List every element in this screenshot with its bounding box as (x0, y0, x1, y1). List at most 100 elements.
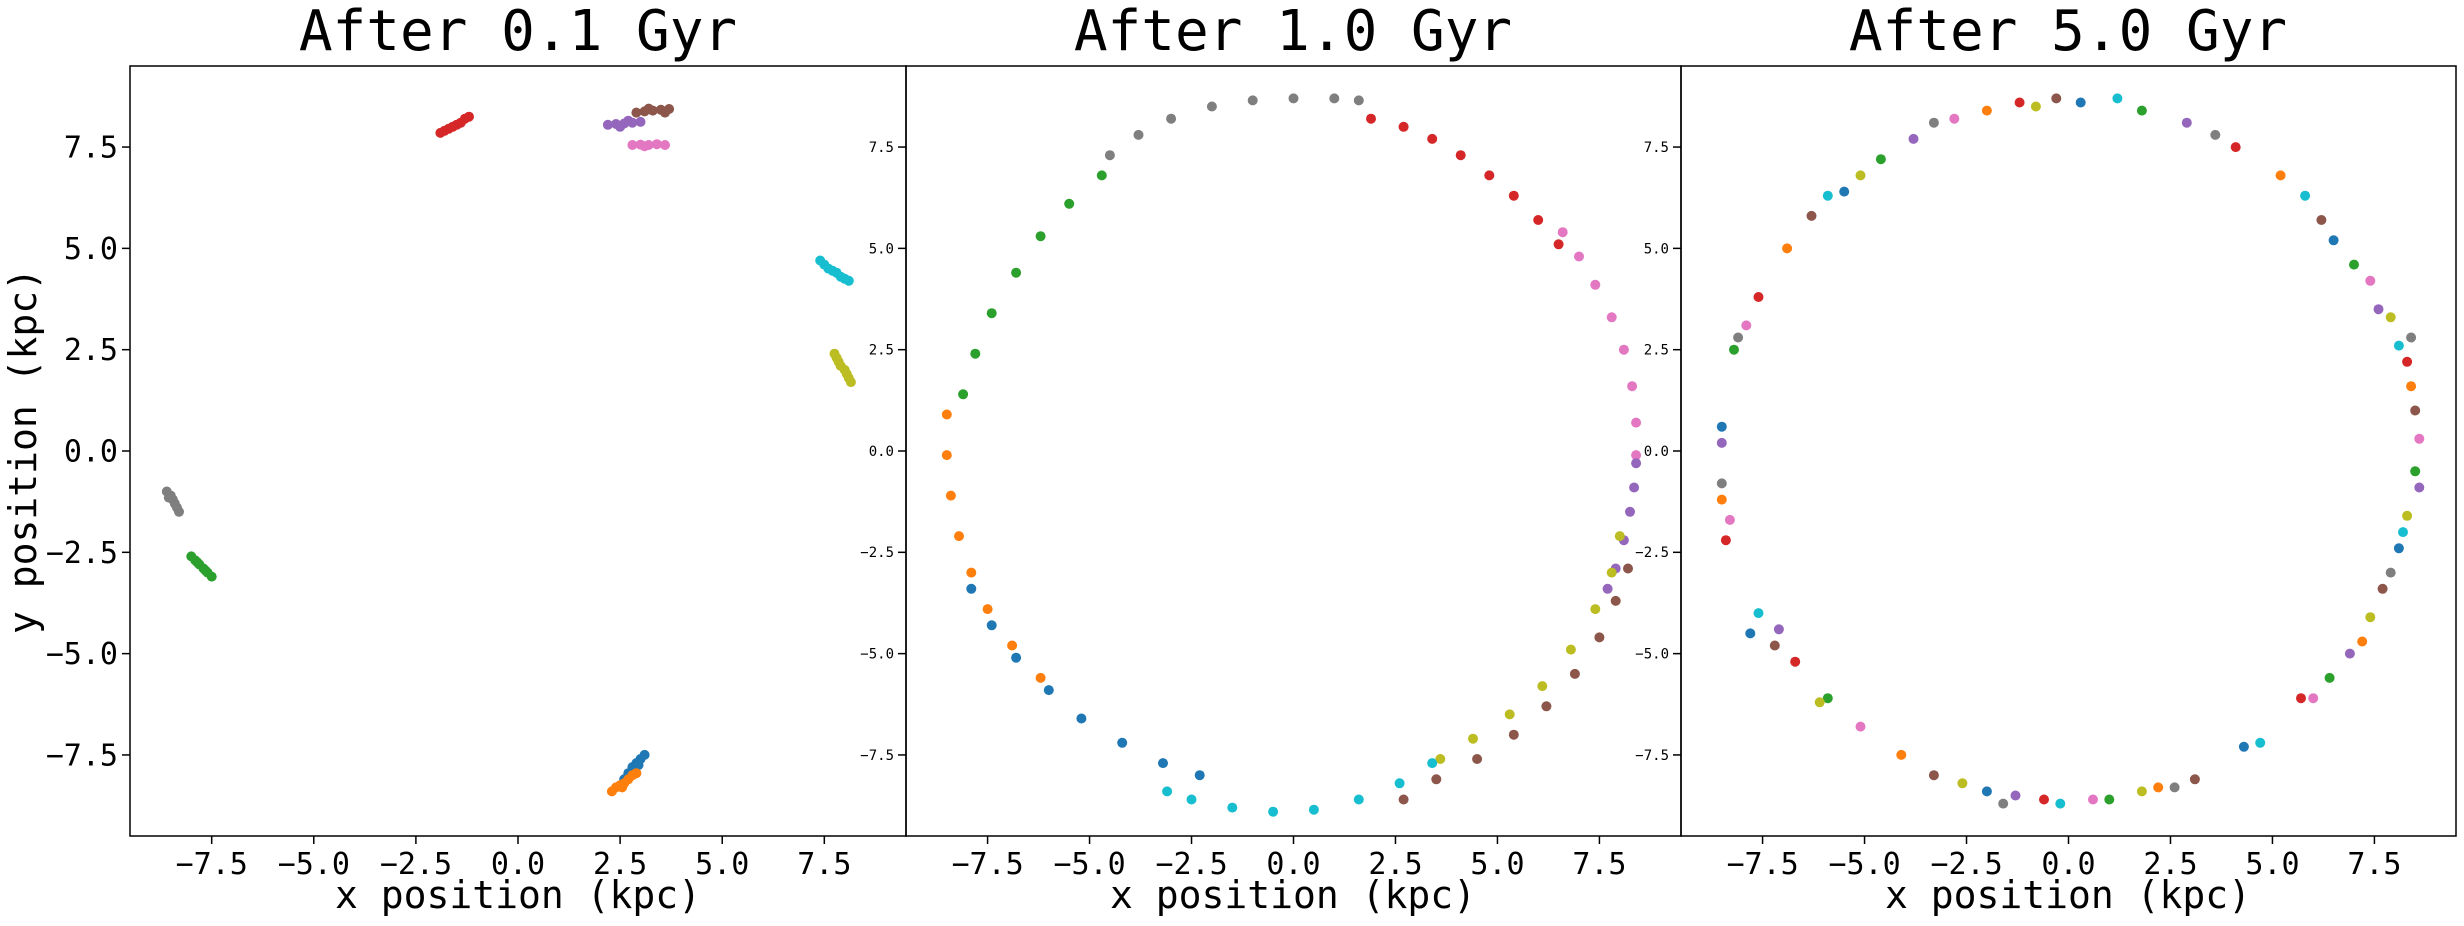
data-point (1043, 685, 1054, 696)
data-point (2210, 129, 2221, 140)
data-point (1716, 421, 1727, 432)
data-point (1614, 531, 1625, 542)
data-point (1508, 729, 1519, 740)
data-point (631, 768, 642, 779)
data-point (660, 107, 670, 118)
data-point (2324, 672, 2335, 683)
y-tick-label: 5.0 (869, 241, 894, 257)
data-point (1096, 170, 1107, 181)
data-point (200, 565, 211, 576)
x-tick-label: 2.5 (1368, 847, 1422, 882)
data-point (2414, 433, 2425, 444)
data-point (2136, 105, 2147, 116)
data-point (2393, 340, 2404, 351)
data-point (2402, 356, 2413, 367)
data-point (1186, 794, 1197, 805)
data-point (1308, 804, 1319, 815)
data-point (2406, 381, 2417, 392)
data-point (1806, 210, 1817, 221)
data-point (2344, 648, 2355, 659)
panel-2-y-ticks: −7.5 −5.0 −2.5 0.0 2.5 5.0 7.5 (860, 140, 906, 764)
data-point (1366, 113, 1376, 124)
y-tick-label: 0.0 (1644, 444, 1669, 460)
y-tick-label: 2.5 (869, 343, 894, 359)
panel-2-points (941, 93, 1642, 817)
x-tick-label: −5.0 (1828, 847, 1900, 882)
data-point (602, 119, 613, 130)
y-tick-label: 5.0 (1644, 241, 1669, 257)
data-point (1557, 227, 1568, 238)
y-tick-label: −5.0 (860, 647, 894, 663)
x-tick-label: −7.5 (951, 847, 1023, 882)
data-point (2385, 312, 2396, 323)
data-point (2373, 304, 2384, 315)
data-point (623, 115, 634, 126)
data-point (1741, 320, 1752, 331)
panel-3: After 5.0 Gyr −7.5 −5.0 −2.5 0.0 2.5 5.0 7.5 −… (1635, 0, 2457, 917)
data-point (1104, 150, 1115, 161)
data-point (633, 760, 644, 771)
data-point (1773, 624, 1784, 635)
data-point (174, 506, 184, 517)
data-point (2039, 794, 2049, 805)
panel-1-title: After 0.1 Gyr (299, 0, 737, 64)
data-point (1227, 802, 1238, 813)
data-point (2316, 215, 2327, 225)
data-point (1158, 758, 1168, 769)
x-tick-label: −2.5 (1930, 847, 2002, 882)
panel-3-x-axis-label: x position (kpc) (1885, 873, 2251, 917)
data-point (1631, 458, 1642, 469)
data-point (986, 308, 997, 319)
x-tick-label: 5.0 (2245, 847, 2299, 882)
data-point (1194, 770, 1205, 781)
data-point (2051, 93, 2062, 104)
data-point (1472, 754, 1483, 764)
data-point (1427, 133, 1438, 144)
data-point (1629, 482, 1640, 493)
x-tick-label: −5.0 (1053, 847, 1125, 882)
data-point (2136, 786, 2147, 797)
data-point (615, 121, 626, 132)
data-point (651, 139, 662, 150)
x-tick-label: 0.0 (1266, 847, 1320, 882)
data-point (845, 377, 856, 388)
data-point (1618, 344, 1629, 355)
data-point (2153, 782, 2164, 793)
data-point (1162, 786, 1173, 797)
data-point (2189, 774, 2200, 785)
data-point (1716, 478, 1727, 489)
data-point (2328, 235, 2339, 246)
data-point (635, 116, 646, 127)
data-point (163, 492, 174, 503)
data-point (1753, 608, 1764, 619)
data-point (958, 389, 969, 400)
data-point (1896, 749, 1907, 760)
data-point (1855, 721, 1866, 732)
data-point (2402, 510, 2413, 521)
panel-1-axes-frame (129, 65, 907, 837)
data-point (2030, 101, 2041, 112)
data-point (1606, 312, 1617, 323)
data-point (627, 140, 638, 150)
data-point (1133, 129, 1144, 140)
data-point (2014, 97, 2025, 108)
data-point (2365, 612, 2376, 623)
data-point (2398, 527, 2408, 538)
data-point (2365, 275, 2376, 286)
data-point (966, 583, 977, 594)
data-point (2255, 737, 2266, 748)
data-point (1981, 786, 1992, 797)
data-point (2238, 741, 2249, 752)
x-tick-label: 2.5 (2143, 847, 2197, 882)
data-point (1353, 794, 1364, 805)
y-tick-label: −2.5 (860, 545, 894, 561)
data-point (1508, 190, 1519, 201)
data-point (1949, 113, 1960, 124)
panel-3-points (1716, 93, 2425, 809)
data-point (1839, 186, 1850, 197)
data-point (1625, 506, 1635, 517)
data-point (617, 782, 628, 793)
data-point (464, 111, 474, 122)
data-point (1594, 632, 1605, 643)
panel-1-x-ticks: −7.5 −5.0 −2.5 0.0 2.5 5.0 7.5 (176, 836, 851, 882)
